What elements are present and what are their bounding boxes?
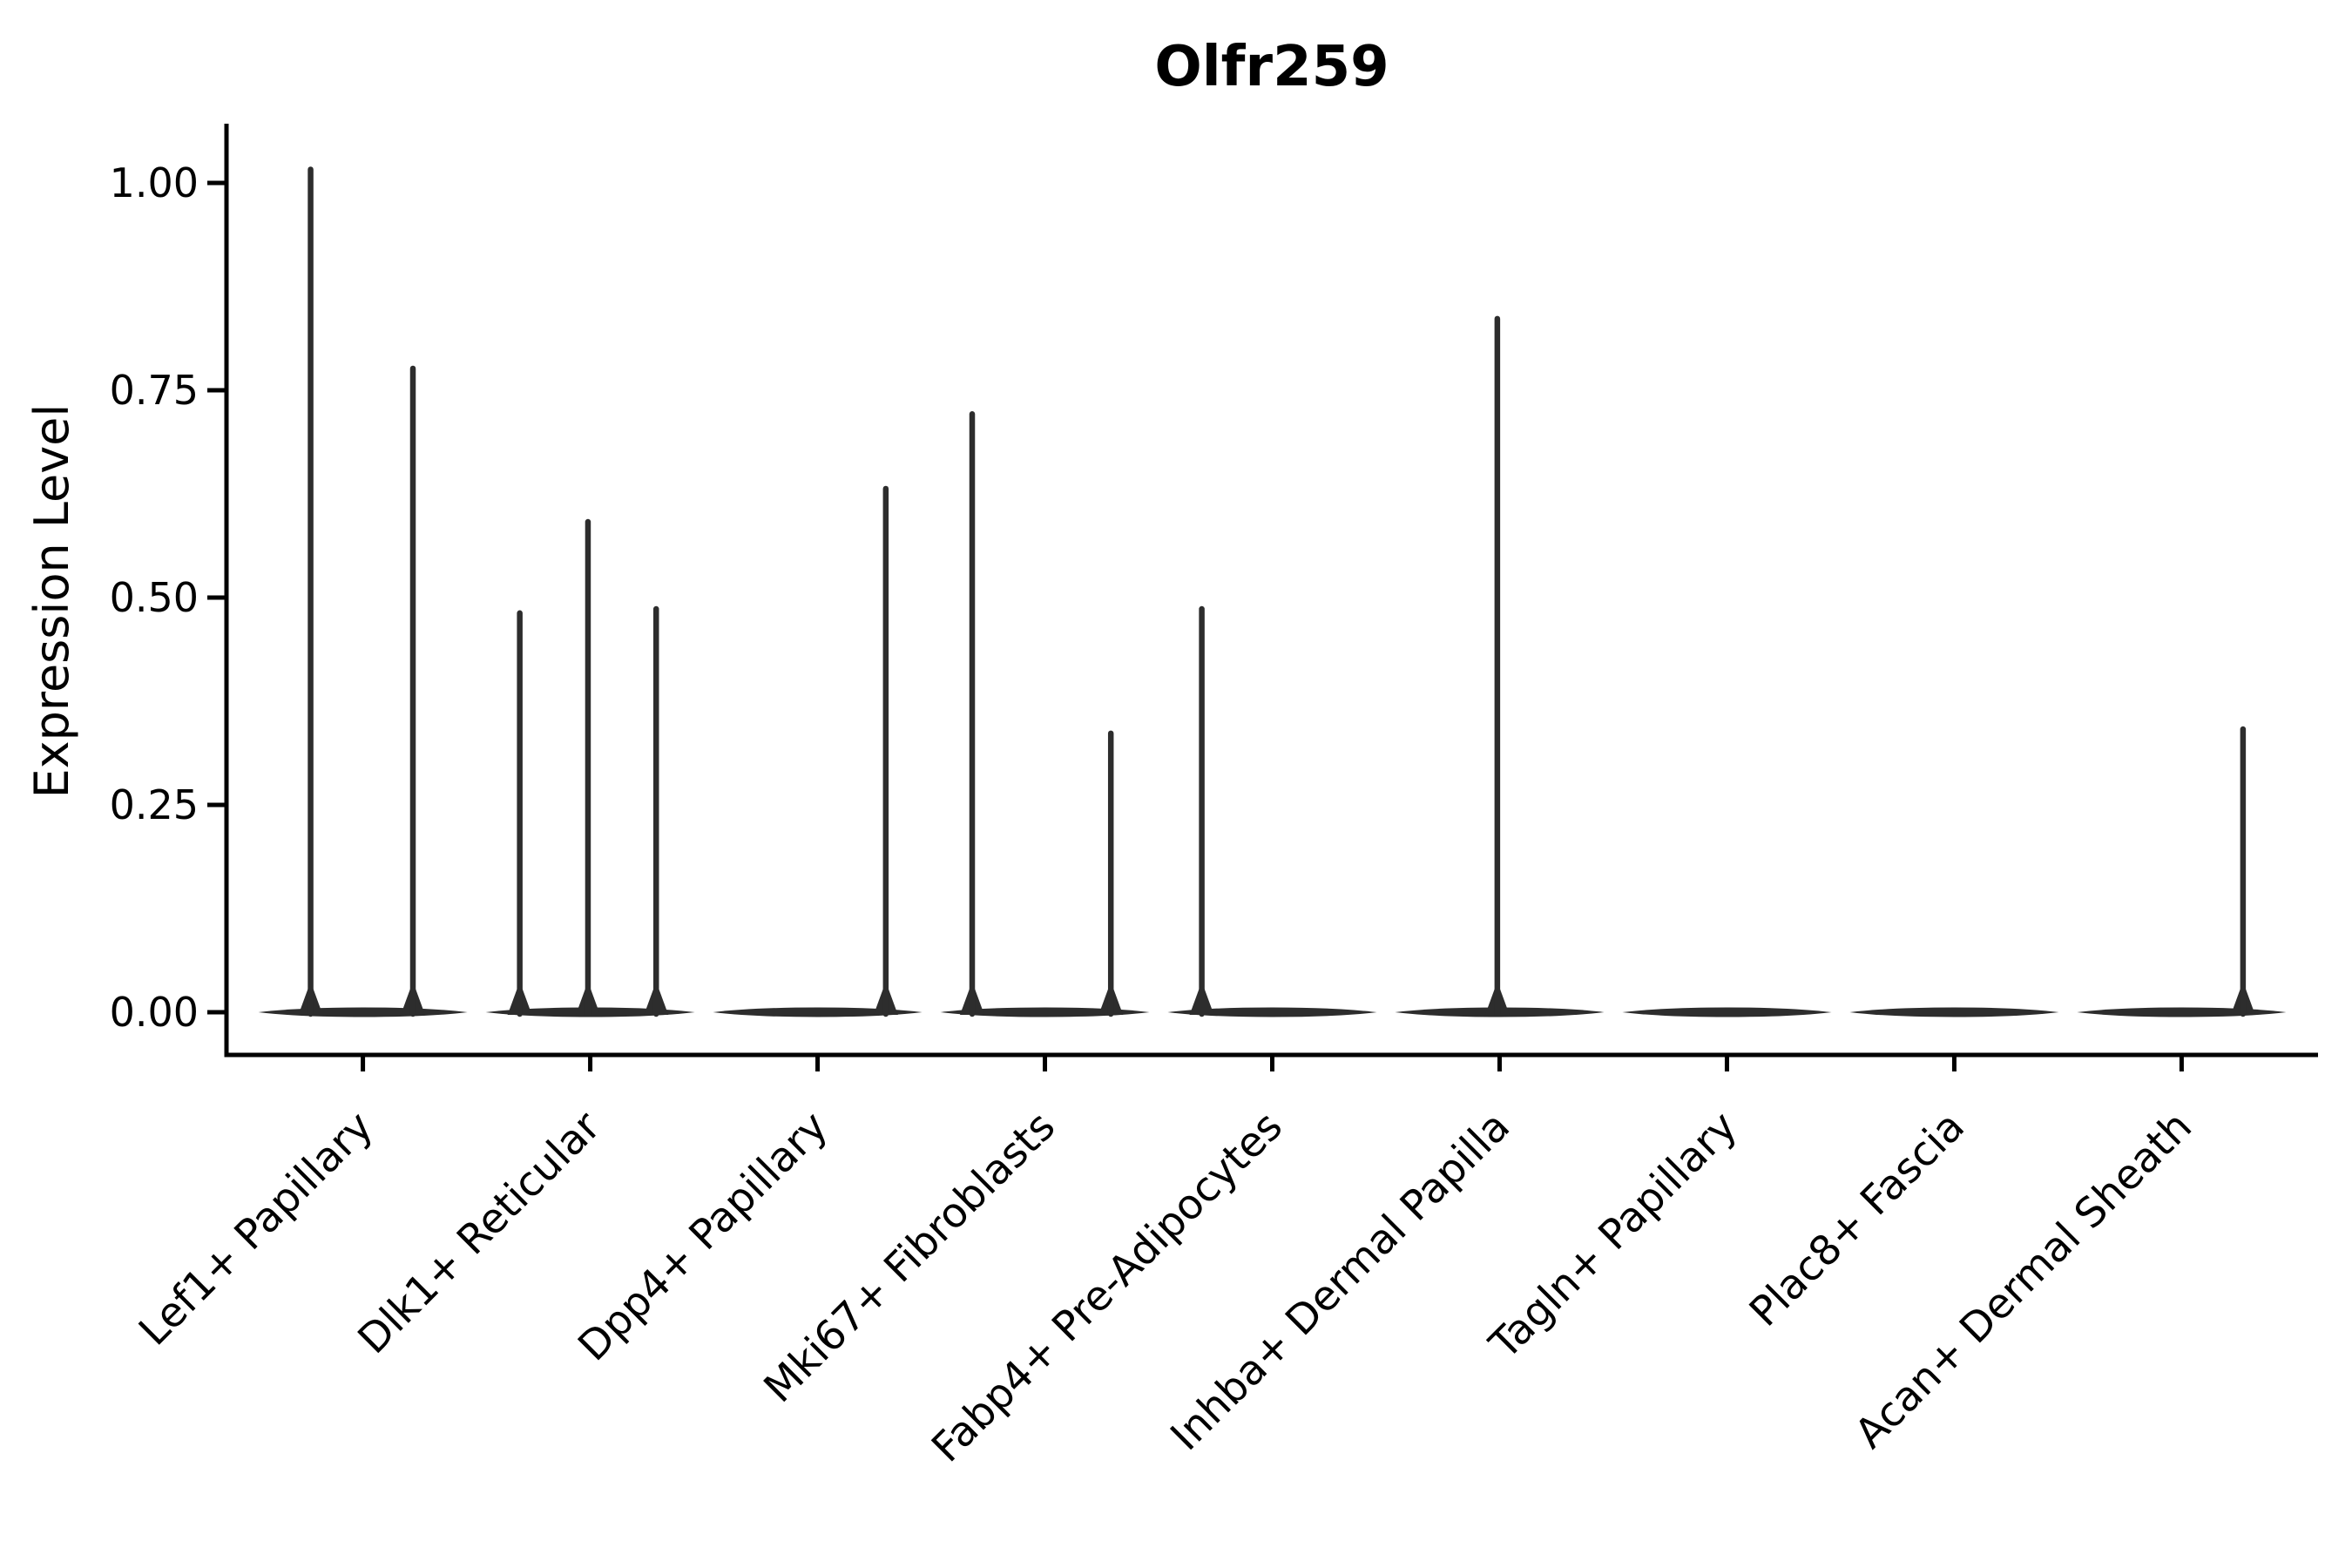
y-tick-label: 0.00: [110, 989, 199, 1036]
x-tick-label: Dlk1+ Reticular: [349, 1102, 611, 1363]
y-axis: 0.00 0.25 0.50 0.75 1.00: [110, 159, 226, 1036]
y-tick-label: 0.25: [110, 781, 199, 828]
y-tick-label: 1.00: [110, 159, 199, 206]
x-tick-label: Tagln+ Papillary: [1480, 1103, 1747, 1369]
axis-spines: [224, 124, 2318, 1058]
violins: [258, 166, 2287, 1017]
violin-baseline: [258, 1007, 468, 1017]
y-tick-label: 0.75: [110, 367, 199, 414]
violin: [485, 518, 695, 1017]
violin-baseline: [1849, 1007, 2059, 1017]
violin-baseline: [1622, 1007, 1832, 1017]
y-tick-label: 0.50: [110, 574, 199, 621]
violin: [1395, 315, 1605, 1017]
x-tick-label: Lef1+ Papillary: [130, 1103, 382, 1355]
violin-baseline: [713, 1007, 923, 1017]
violin: [940, 411, 1150, 1017]
violin: [1167, 605, 1377, 1017]
violin: [1849, 1007, 2059, 1017]
violin-baseline: [940, 1007, 1150, 1017]
y-axis-label: Expression Level: [24, 404, 79, 799]
violin-baseline: [2077, 1007, 2287, 1017]
chart-title: Olfr259: [1154, 35, 1389, 99]
x-tick-label: Dpp4+ Papillary: [569, 1103, 837, 1371]
violin-baseline: [1167, 1007, 1377, 1017]
violin: [1622, 1007, 1832, 1017]
violin: [713, 485, 923, 1017]
x-tick-label: Plac8+ Fascia: [1740, 1103, 1974, 1336]
violin: [258, 166, 468, 1017]
violin: [2077, 726, 2287, 1017]
